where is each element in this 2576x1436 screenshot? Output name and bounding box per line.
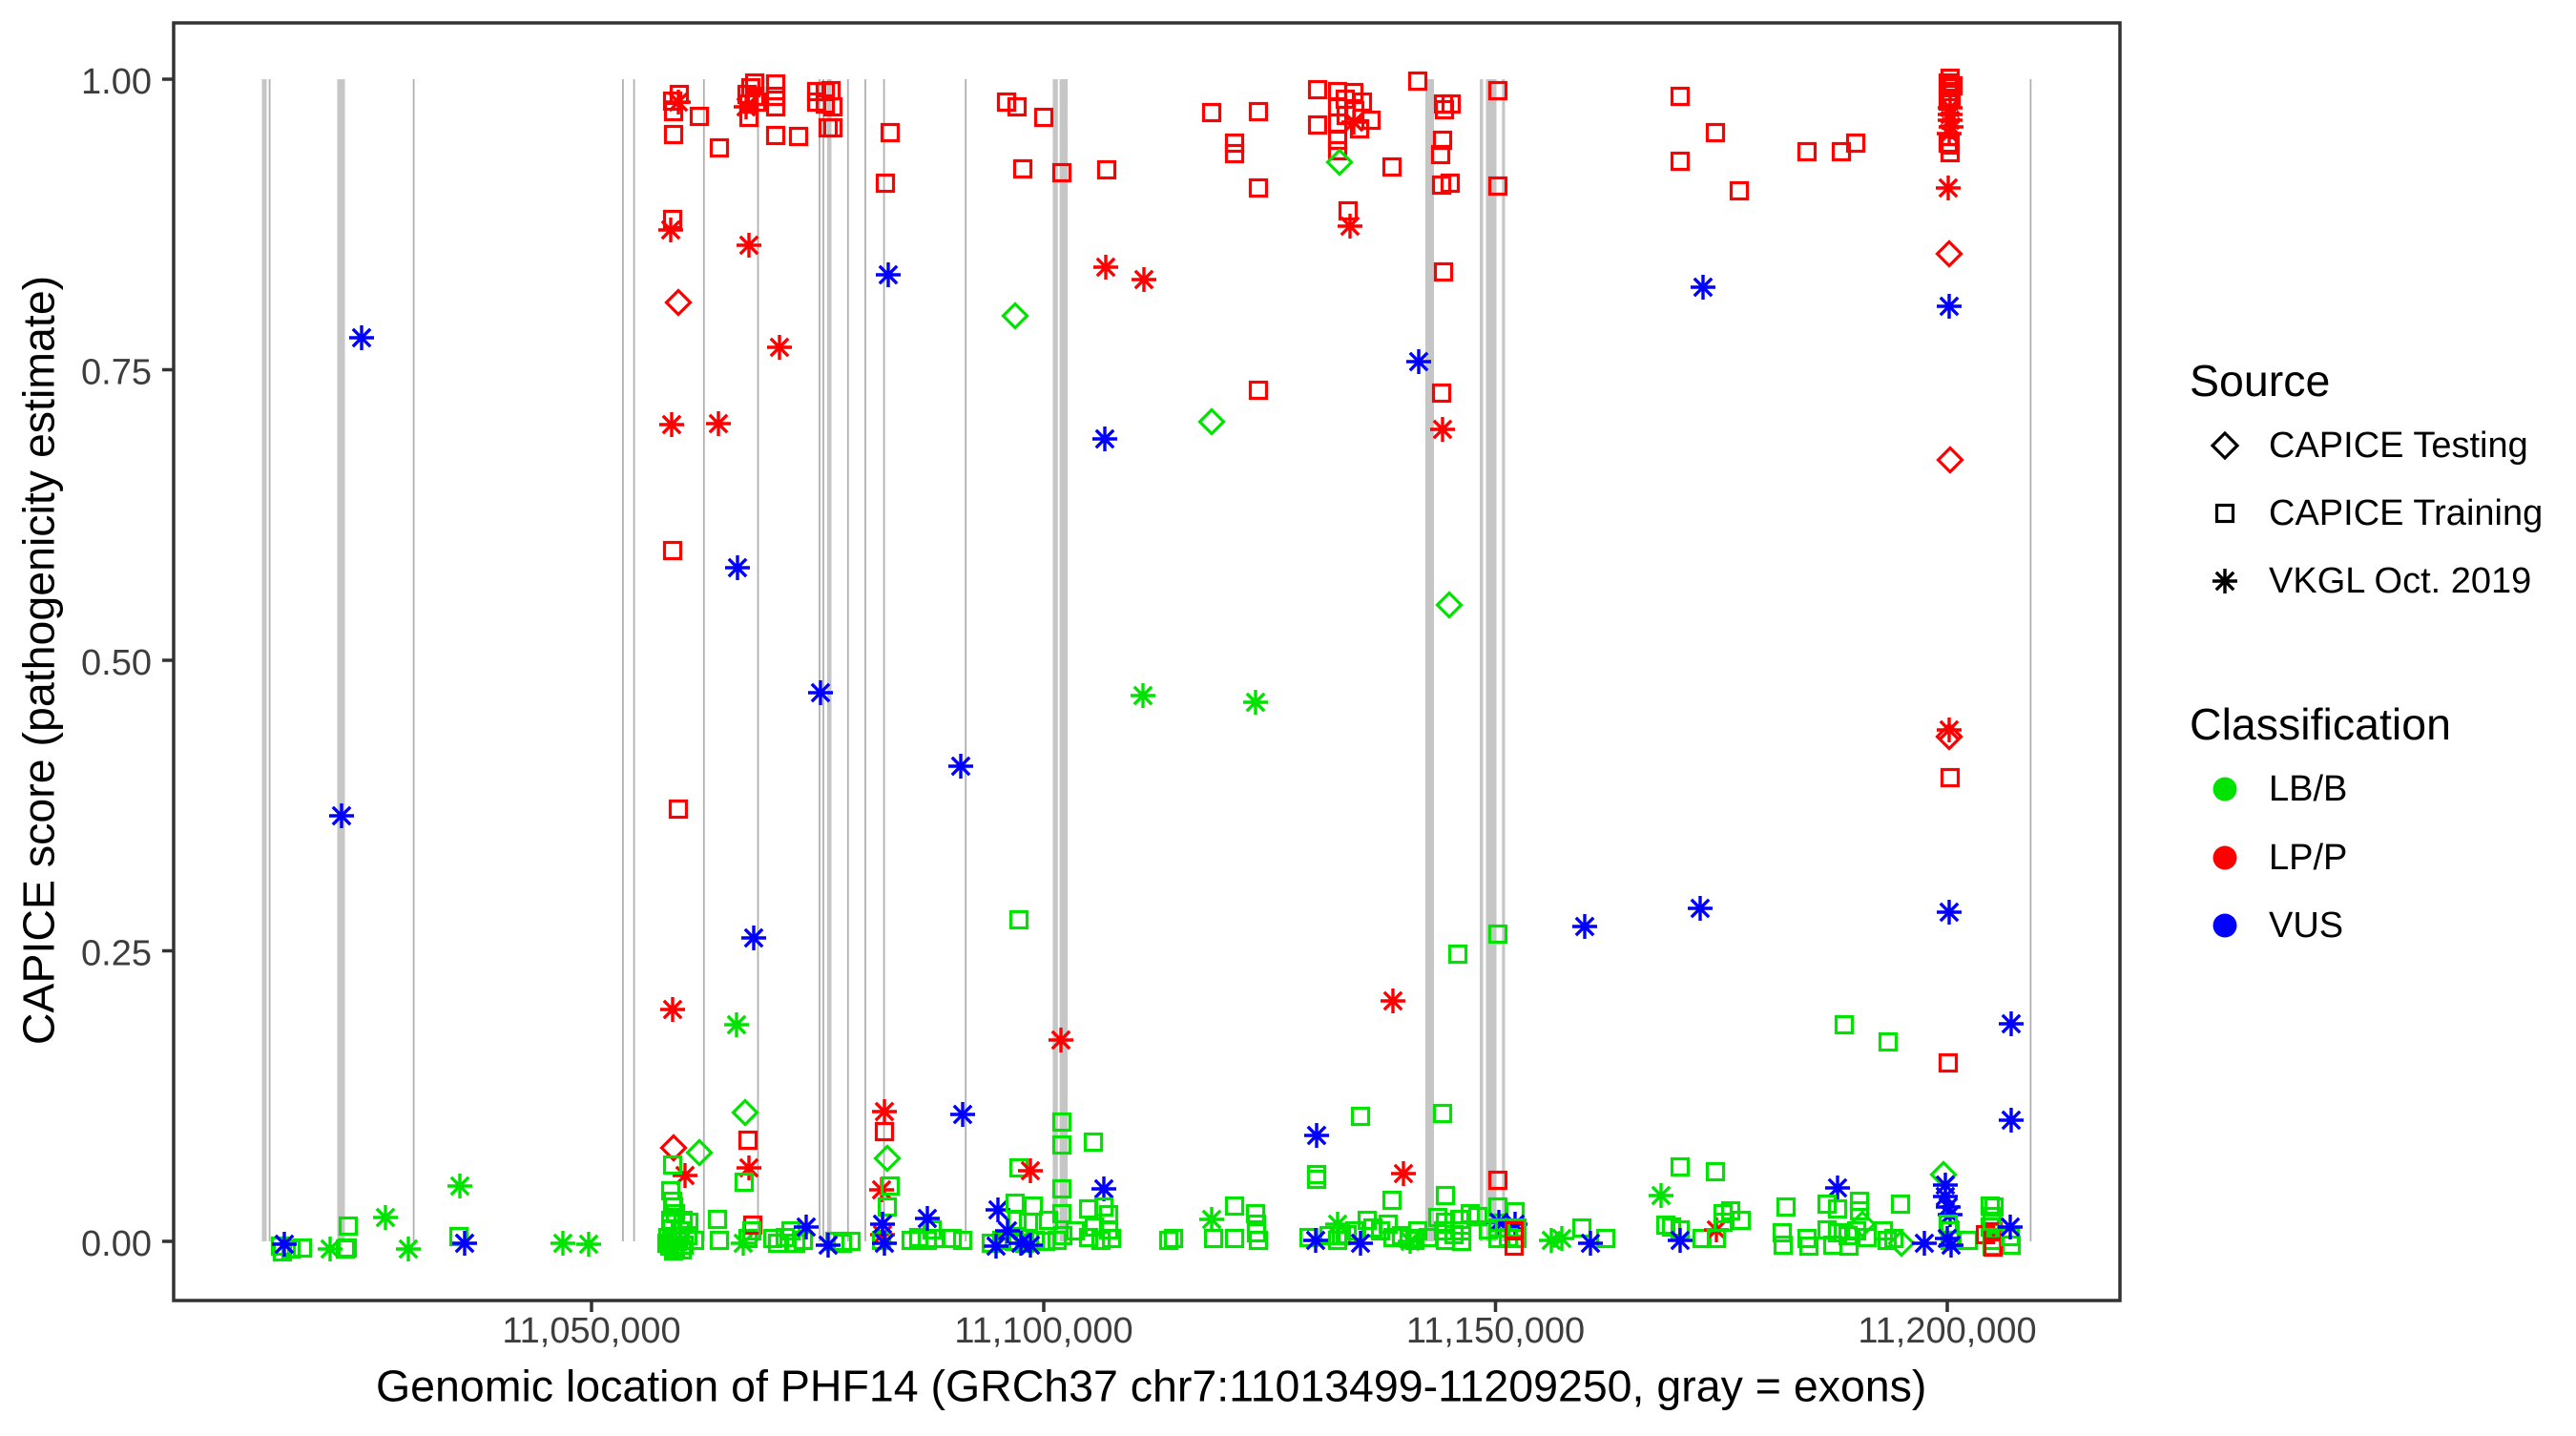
svg-text:VKGL Oct. 2019: VKGL Oct. 2019	[2269, 561, 2531, 601]
svg-text:0.25: 0.25	[81, 934, 152, 974]
svg-text:0.75: 0.75	[81, 353, 152, 393]
svg-text:CAPICE Testing: CAPICE Testing	[2269, 426, 2528, 466]
svg-text:VUS: VUS	[2269, 905, 2343, 946]
svg-text:LP/P: LP/P	[2269, 838, 2347, 878]
svg-text:11,050,000: 11,050,000	[502, 1311, 680, 1351]
svg-text:11,150,000: 11,150,000	[1406, 1311, 1585, 1351]
svg-text:0.50: 0.50	[81, 643, 152, 683]
svg-text:0.00: 0.00	[81, 1224, 152, 1264]
svg-text:11,200,000: 11,200,000	[1858, 1311, 2036, 1351]
svg-text:LB/B: LB/B	[2269, 769, 2347, 809]
svg-text:Source: Source	[2190, 356, 2330, 406]
svg-text:1.00: 1.00	[81, 62, 152, 102]
svg-text:Classification: Classification	[2190, 699, 2451, 749]
svg-text:CAPICE Training: CAPICE Training	[2269, 493, 2543, 533]
svg-text:11,100,000: 11,100,000	[954, 1311, 1132, 1351]
svg-text:Genomic location of PHF14 (GRC: Genomic location of PHF14 (GRCh37 chr7:1…	[376, 1362, 1926, 1411]
svg-text:CAPICE score (pathogenicity es: CAPICE score (pathogenicity estimate)	[14, 276, 64, 1045]
